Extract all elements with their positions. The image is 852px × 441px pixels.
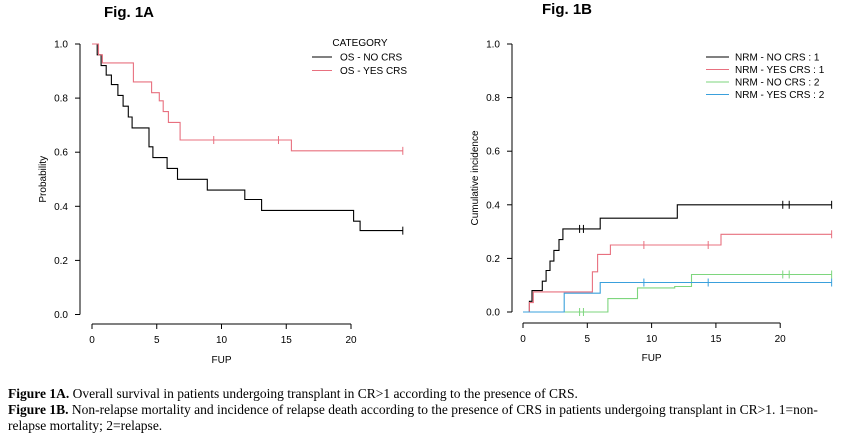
caption-line-1a: Figure 1A. Overall survival in patients … xyxy=(8,386,848,402)
legend-title: CATEGORY xyxy=(332,38,388,49)
legend-label-1: NRM - NO CRS : 1 xyxy=(735,53,820,64)
series-line-1 xyxy=(92,43,403,232)
y-tick-label: 0.2 xyxy=(486,254,500,265)
x-tick-label: 20 xyxy=(775,334,787,345)
x-tick-label: 10 xyxy=(646,334,658,345)
caption-label-1a: Figure 1A. xyxy=(8,386,70,401)
x-tick-label: 5 xyxy=(585,334,591,345)
legend-label-1: OS - NO CRS xyxy=(340,53,403,64)
caption-text-1b: Non-relapse mortality and incidence of r… xyxy=(8,402,818,433)
x-tick-label: 10 xyxy=(216,335,228,346)
x-tick-label: 0 xyxy=(520,334,526,345)
x-tick-label: 15 xyxy=(710,334,722,345)
series-line-3 xyxy=(523,273,832,313)
series-line-4 xyxy=(523,281,832,313)
x-tick-label: 5 xyxy=(154,335,160,346)
chart-fig-1b: 0.0 0.2 0.4 0.6 0.8 1.0 0 5 10 15 20 FUP Cumulative … xyxy=(470,40,833,364)
series-line-2 xyxy=(92,43,403,152)
x-axis-label: FUP xyxy=(642,353,662,364)
y-tick-label: 0.4 xyxy=(486,200,500,211)
legend-label-4: NRM - YES CRS : 2 xyxy=(735,90,825,101)
figure-1b-title: Fig. 1B xyxy=(542,1,593,18)
legend-label-2: NRM - YES CRS : 1 xyxy=(735,65,825,76)
series-line-1 xyxy=(523,204,832,313)
x-axis-label: FUP xyxy=(212,355,232,366)
y-tick-label: 0.0 xyxy=(54,310,68,321)
y-tick-label: 0.0 xyxy=(486,308,500,319)
y-axis-label: Probability xyxy=(38,156,49,203)
y-tick-label: 0.2 xyxy=(54,256,68,267)
y-tick-label: 1.0 xyxy=(54,40,68,51)
y-tick-label: 0.8 xyxy=(54,94,68,105)
y-axis-label: Cumulative incidence xyxy=(470,130,481,225)
y-tick-label: 0.6 xyxy=(486,147,500,158)
caption-label-1b: Figure 1B. xyxy=(8,402,69,417)
legend-label-3: NRM - NO CRS : 2 xyxy=(735,78,820,89)
y-tick-label: 1.0 xyxy=(486,40,500,51)
caption-text-1a: Overall survival in patients undergoing … xyxy=(69,386,578,401)
x-tick-label: 15 xyxy=(281,335,293,346)
y-tick-label: 0.8 xyxy=(486,93,500,104)
x-tick-label: 20 xyxy=(345,335,357,346)
chart-fig-1a: 0.0 0.2 0.4 0.6 0.8 1.0 0 5 10 15 20 FUP Probability… xyxy=(38,38,407,366)
legend-label-2: OS - YES CRS xyxy=(340,66,407,77)
x-tick-label: 0 xyxy=(89,335,95,346)
y-tick-label: 0.4 xyxy=(54,202,68,213)
series-line-2 xyxy=(523,233,832,313)
figure-caption: Figure 1A. Overall survival in patients … xyxy=(8,386,848,434)
figure-1a-title: Fig. 1A xyxy=(104,4,155,21)
caption-line-1b: Figure 1B. Non-relapse mortality and inc… xyxy=(8,402,848,434)
y-tick-label: 0.6 xyxy=(54,148,68,159)
